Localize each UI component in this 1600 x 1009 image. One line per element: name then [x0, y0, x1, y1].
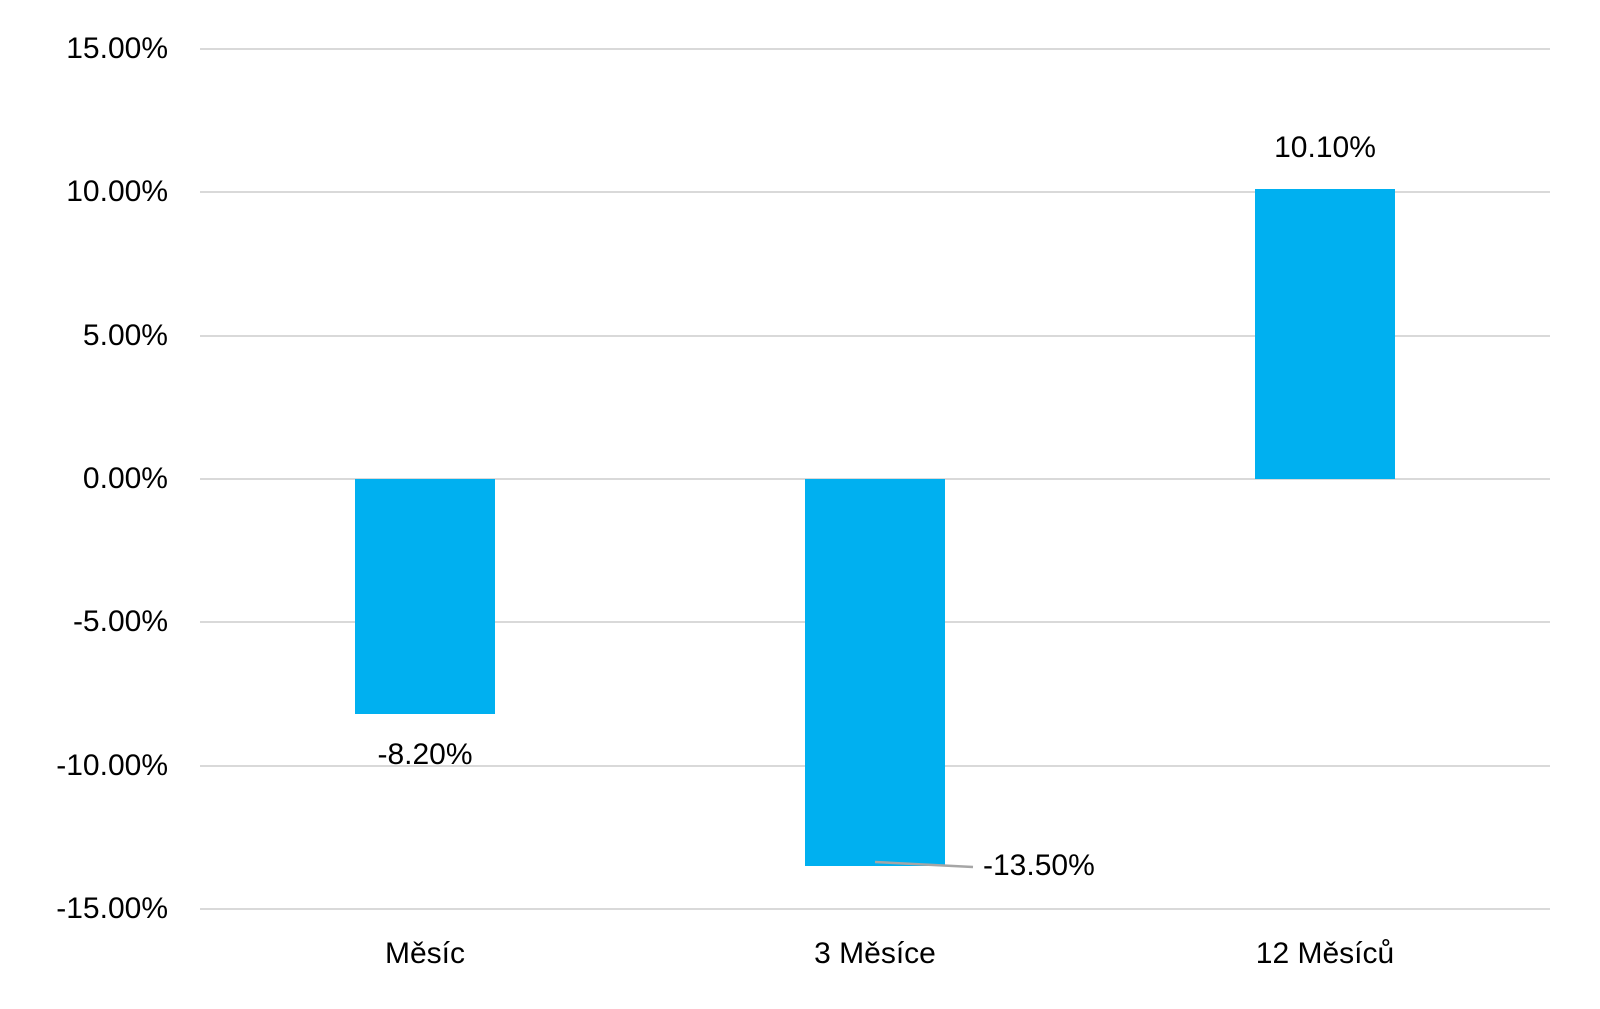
bar-2 [805, 479, 945, 866]
y-axis-tick-label: -10.00% [56, 748, 168, 782]
bar-1 [355, 479, 495, 715]
gridline [200, 191, 1550, 194]
data-label: -8.20% [377, 738, 473, 772]
data-label: -13.50% [983, 849, 1095, 882]
y-axis-tick-label: 10.00% [66, 175, 168, 209]
gridline [200, 334, 1550, 337]
leader-line [874, 860, 974, 869]
y-axis-tick-label: 5.00% [82, 318, 168, 352]
data-label: 10.10% [1274, 131, 1376, 165]
gridline [200, 908, 1550, 910]
y-axis-tick-label: -5.00% [72, 605, 168, 639]
y-axis-tick-label: 15.00% [66, 32, 168, 65]
gridline [200, 478, 1550, 480]
x-axis-category-label: 12 Měsíců [1255, 937, 1395, 970]
y-axis-tick-label: -15.00% [56, 892, 168, 925]
gridline [200, 621, 1550, 624]
gridline [200, 48, 1550, 50]
y-axis-tick-label: 0.00% [82, 462, 168, 495]
gridline [200, 764, 1550, 767]
x-axis-category-label: Měsíc [384, 937, 466, 970]
bar-3 [1255, 189, 1395, 479]
x-axis-category-label: 3 Měsíce [814, 937, 936, 970]
